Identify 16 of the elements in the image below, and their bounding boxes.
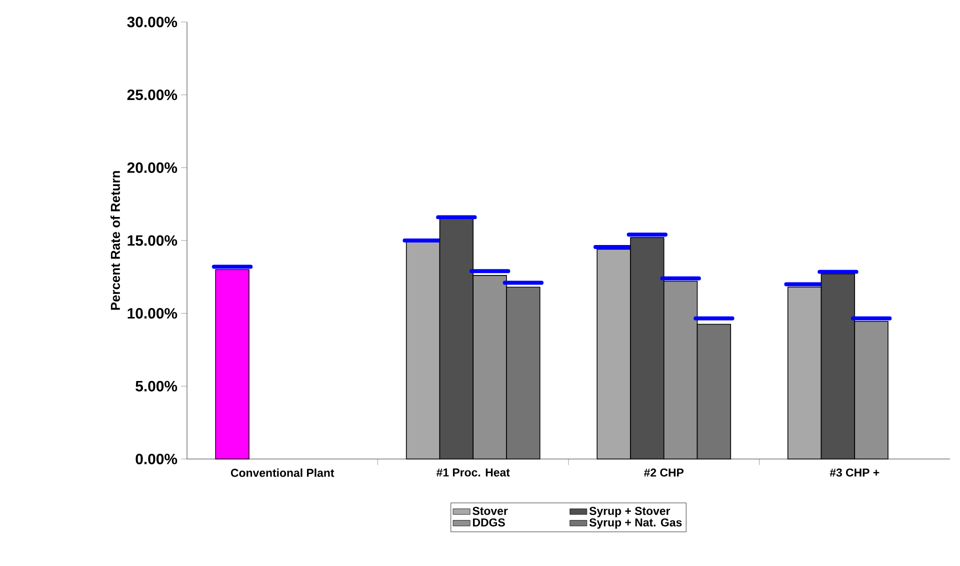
x-tick-label: #2 CHP [644,468,684,477]
legend-label: Syrup + Stover [589,506,670,518]
y-tick-label: 5.00% [136,380,178,392]
y-tick-label: 30.00% [127,16,178,28]
x-tick-label: #3 CHP + [830,468,880,477]
legend-label: Stover [472,506,508,515]
x-tick-label: Conventional Plant [230,468,334,477]
x-tick-label: #1 Proc. Heat [436,468,510,476]
legend-label: DDGS [473,518,505,526]
y-tick-label: 0.00% [136,454,178,464]
y-tick-label: 10.00% [128,308,178,319]
y-tick-label: 25.00% [127,90,178,100]
legend-label: Syrup + Nat. Gas [589,518,682,529]
y-tick-label: 20.00% [127,162,178,173]
y-tick-label: 15.00% [128,235,178,246]
y-axis-title: Percent Rate of Return [110,171,120,310]
